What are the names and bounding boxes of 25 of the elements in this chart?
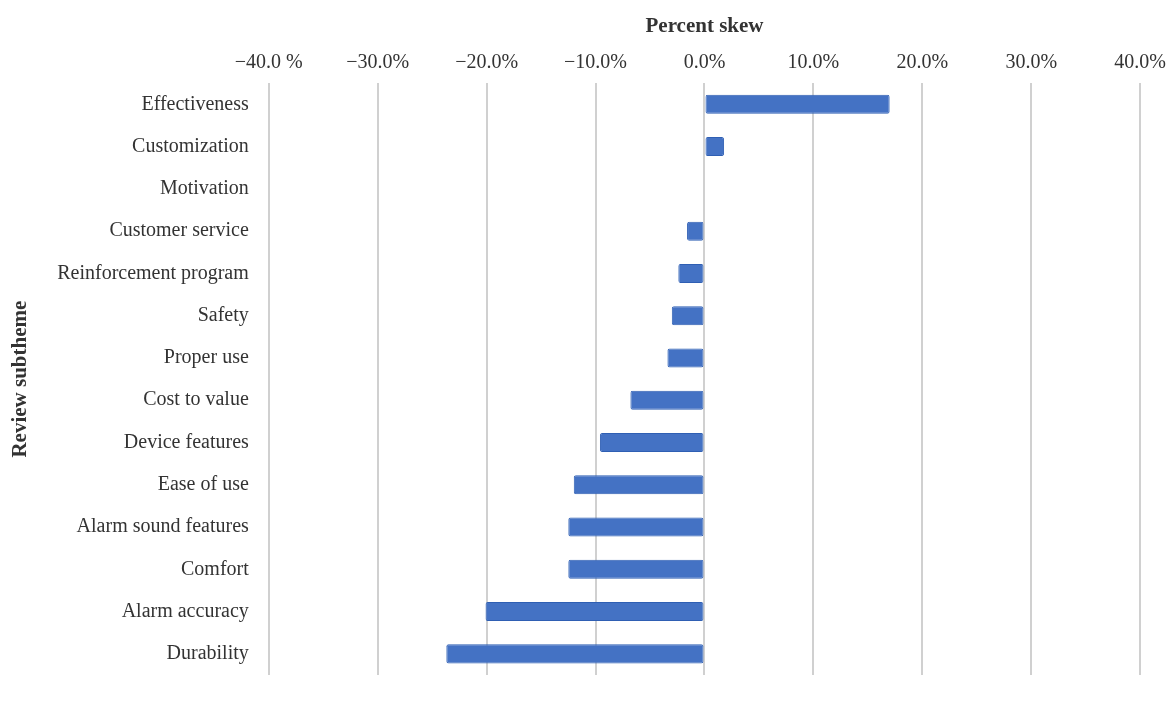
y-tick-label: Effectiveness: [141, 91, 249, 114]
y-tick-label: Reinforcement program: [57, 260, 250, 284]
x-tick-label: −30.0%: [346, 50, 410, 73]
x-tick-label: 20.0%: [896, 50, 949, 73]
y-axis-title: Review subtheme: [7, 300, 32, 458]
y-tick-label: Device features: [123, 429, 250, 452]
x-tick-label: 0.0%: [683, 50, 726, 73]
y-tick-label: Ease of use: [157, 472, 249, 495]
x-tick-label: 10.0%: [787, 50, 840, 73]
x-tick-label: −20.0%: [455, 50, 519, 73]
y-tick-label: Proper use: [163, 345, 249, 369]
y-tick-label: Safety: [197, 302, 249, 326]
x-axis-title: Percent skew: [645, 13, 765, 38]
x-tick-label: −10.0%: [564, 50, 628, 73]
y-tick-label: Alarm sound features: [76, 514, 249, 537]
y-tick-label: Customer service: [109, 218, 249, 241]
y-tick-label: Customization: [132, 133, 249, 156]
x-tick-label: −40.0 %: [234, 50, 303, 73]
x-tick-label: 40.0%: [1114, 50, 1167, 73]
x-tick-label: 30.0%: [1005, 50, 1058, 73]
y-tick-label: Comfort: [181, 556, 250, 579]
y-tick-label: Cost to value: [143, 387, 249, 410]
y-tick-label: Motivation: [159, 176, 249, 199]
y-tick-label: Alarm accuracy: [121, 598, 249, 622]
y-tick-label: Durability: [166, 641, 249, 665]
